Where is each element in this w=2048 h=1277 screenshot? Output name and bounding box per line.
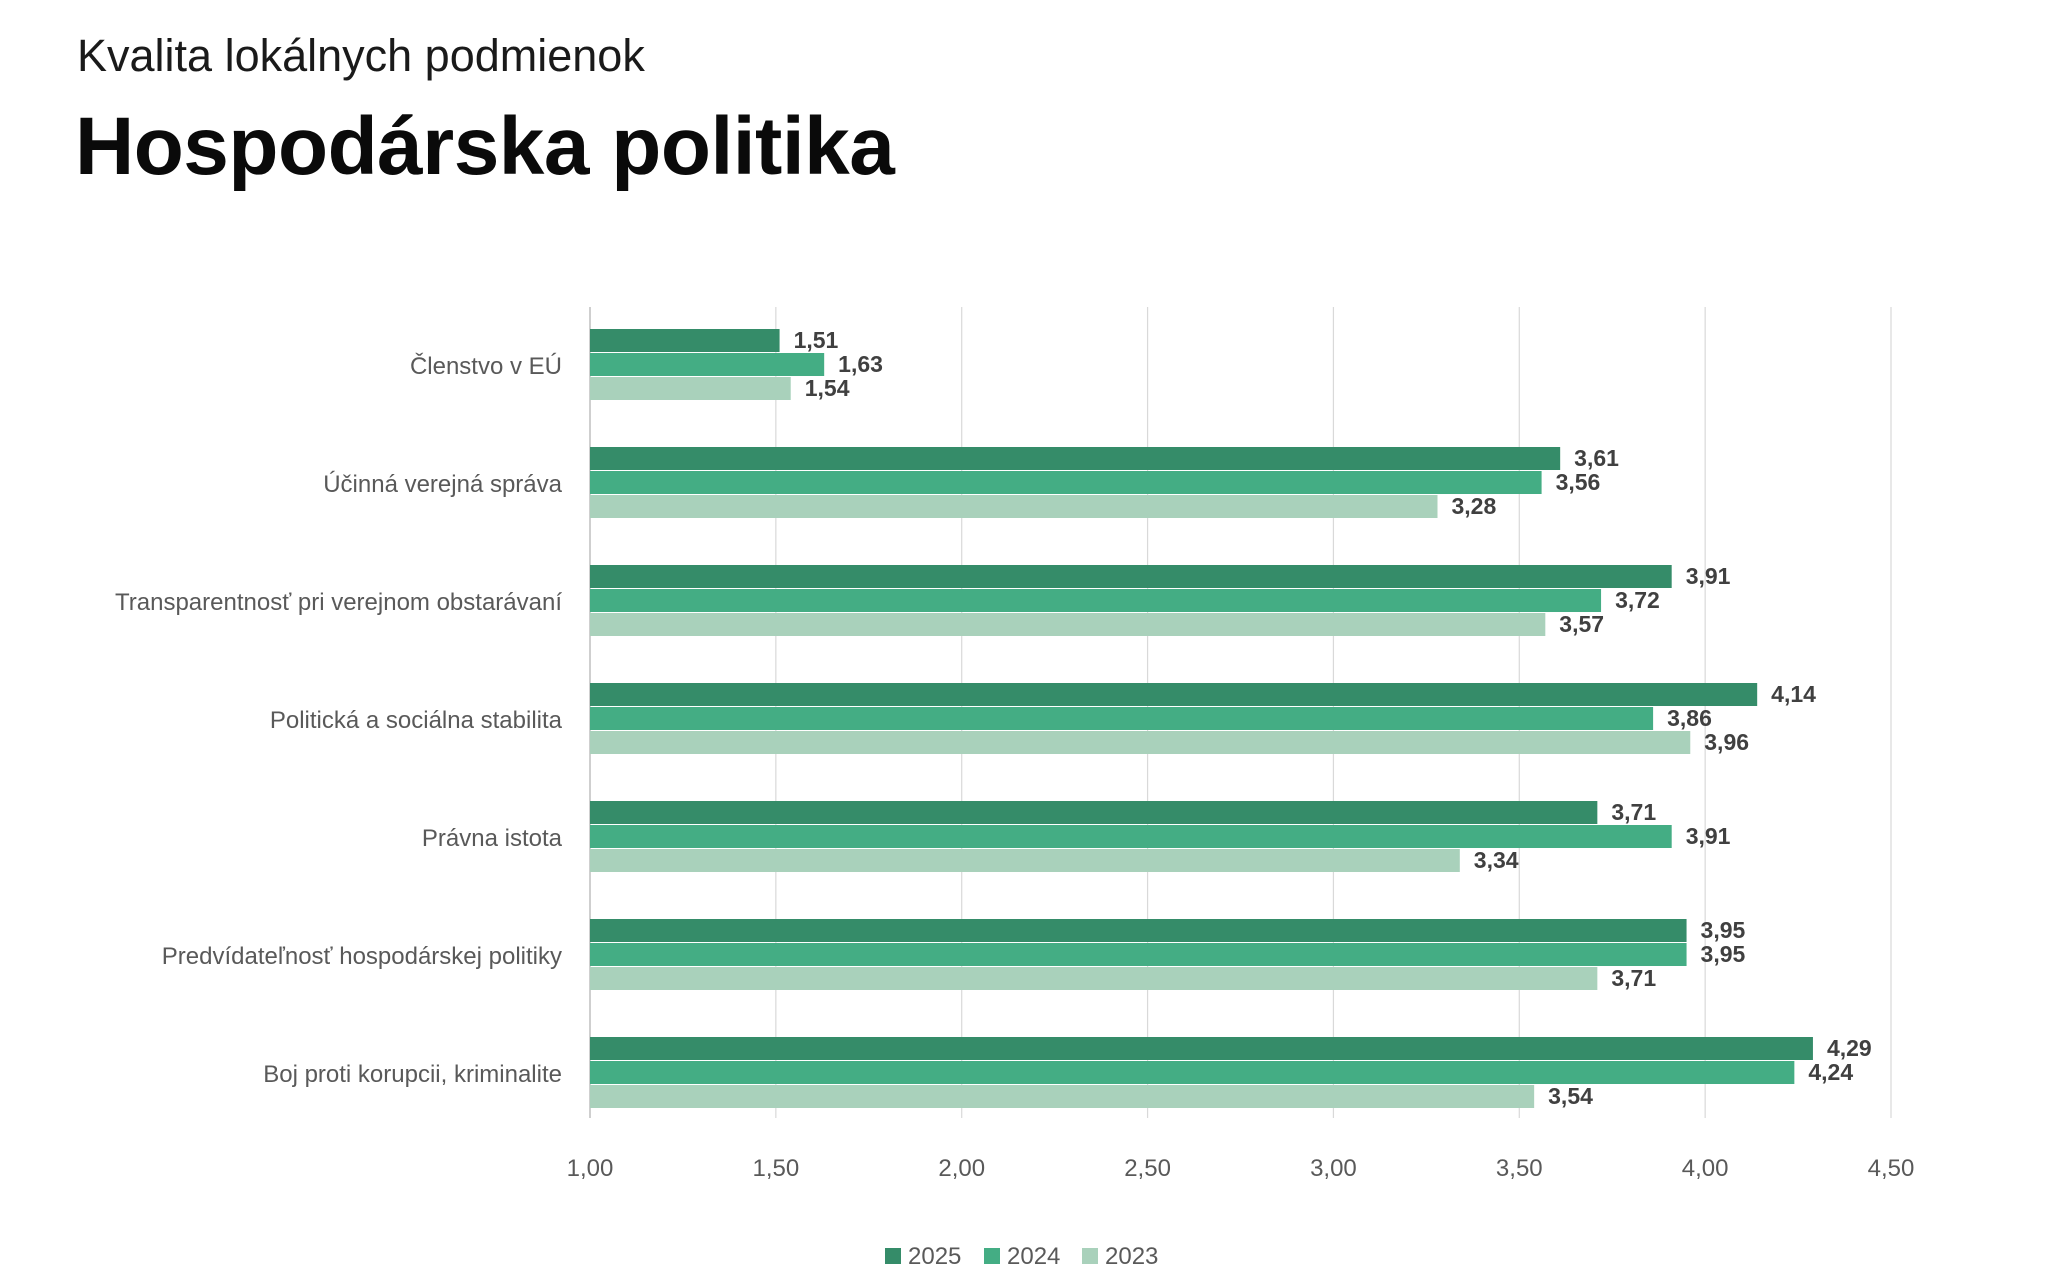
x-tick-label: 3,50 [1496, 1155, 1543, 1182]
data-label: 3,71 [1611, 799, 1656, 825]
data-label: 3,71 [1611, 965, 1656, 991]
x-tick-label: 4,50 [1868, 1155, 1915, 1182]
legend-label: 2024 [1007, 1243, 1060, 1270]
data-label: 3,95 [1701, 917, 1746, 943]
category-label: Politická a sociálna stabilita [270, 707, 563, 734]
category-label: Právna istota [422, 825, 563, 852]
data-label: 3,95 [1701, 941, 1746, 967]
bar-2025 [590, 683, 1758, 706]
bar-2023 [590, 377, 791, 400]
data-label: 1,54 [805, 375, 850, 401]
category-label: Účinná verejná správa [323, 471, 562, 498]
data-label: 3,91 [1686, 563, 1731, 589]
bar-2023 [590, 613, 1546, 636]
data-label: 3,72 [1615, 587, 1660, 613]
data-label: 1,51 [794, 327, 839, 353]
data-label: 3,57 [1559, 611, 1604, 637]
legend-swatch-2023 [1082, 1248, 1098, 1264]
bar-2024 [590, 825, 1672, 848]
x-tick-label: 2,00 [938, 1155, 985, 1182]
bar-2025 [590, 919, 1687, 942]
bar-2025 [590, 565, 1672, 588]
bar-2024 [590, 707, 1654, 730]
data-label: 4,29 [1827, 1035, 1872, 1061]
x-tick-label: 1,00 [567, 1155, 614, 1182]
x-tick-label: 1,50 [752, 1155, 799, 1182]
x-tick-label: 4,00 [1682, 1155, 1729, 1182]
bar-2025 [590, 801, 1598, 824]
bar-2024 [590, 1061, 1795, 1084]
legend-swatch-2025 [885, 1248, 901, 1264]
bar-2024 [590, 353, 825, 376]
bar-2023 [590, 849, 1460, 872]
bar-2023 [590, 1085, 1535, 1108]
data-label: 3,96 [1704, 729, 1749, 755]
legend-label: 2023 [1105, 1243, 1158, 1270]
data-label: 3,86 [1667, 705, 1712, 731]
data-label: 3,28 [1452, 493, 1497, 519]
legend-label: 2025 [908, 1243, 961, 1270]
legend: 2025 2024 2023 [885, 1243, 1158, 1270]
data-label: 4,24 [1808, 1059, 1853, 1085]
bar-2025 [590, 447, 1561, 470]
x-tick-label: 3,00 [1310, 1155, 1357, 1182]
data-label: 3,61 [1574, 445, 1619, 471]
chart-title: Hospodárska politika [75, 101, 895, 192]
bar-2024 [590, 943, 1687, 966]
x-axis-ticks: 1,00 1,50 2,00 2,50 3,00 3,50 4,00 4,50 [567, 1155, 1915, 1182]
bars [590, 329, 1813, 1108]
bar-2023 [590, 731, 1691, 754]
bar-2025 [590, 329, 780, 352]
x-tick-label: 2,50 [1124, 1155, 1171, 1182]
data-label: 3,34 [1474, 847, 1519, 873]
data-label: 4,14 [1771, 681, 1816, 707]
bar-2023 [590, 967, 1598, 990]
data-label: 3,54 [1548, 1083, 1593, 1109]
bar-2025 [590, 1037, 1813, 1060]
legend-swatch-2024 [984, 1248, 1000, 1264]
category-label: Predvídateľnosť hospodárskej politiky [162, 943, 562, 970]
category-label: Transparentnosť pri verejnom obstarávaní [115, 589, 562, 616]
category-labels: Členstvo v EÚ Účinná verejná správa Transp… [115, 352, 563, 1088]
data-label: 3,56 [1556, 469, 1601, 495]
bar-2024 [590, 589, 1602, 612]
bar-2023 [590, 495, 1438, 518]
category-label: Členstvo v EÚ [410, 352, 562, 380]
data-label: 3,91 [1686, 823, 1731, 849]
data-label: 1,63 [838, 351, 883, 377]
category-label: Boj proti korupcii, kriminalite [263, 1061, 562, 1088]
bar-2024 [590, 471, 1542, 494]
value-labels: 1,511,631,54 3,613,56 3,28 3,91 3,72 3,57 4,14… [794, 327, 1872, 1109]
chart-subtitle: Kvalita lokálnych podmienok [77, 30, 645, 81]
